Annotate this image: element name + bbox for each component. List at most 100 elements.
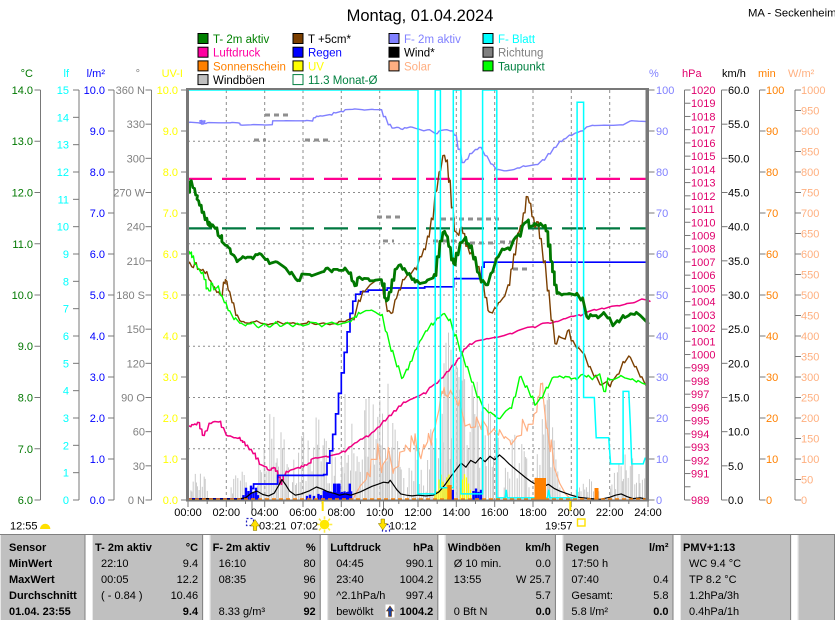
svg-text:Sonnenschein: Sonnenschein <box>213 61 286 73</box>
svg-text:Gesamt:: Gesamt: <box>571 590 613 602</box>
svg-text:1017: 1017 <box>691 125 715 137</box>
svg-text:50: 50 <box>766 290 778 302</box>
svg-text:7.0: 7.0 <box>163 208 178 220</box>
svg-text:8.0: 8.0 <box>90 167 105 179</box>
svg-text:750: 750 <box>801 188 819 200</box>
svg-text:WC 9.4 °C: WC 9.4 °C <box>689 558 741 570</box>
svg-text:22:00: 22:00 <box>596 507 624 519</box>
svg-text:80: 80 <box>656 167 668 179</box>
svg-text:0: 0 <box>656 495 662 507</box>
svg-text:1008: 1008 <box>691 244 715 256</box>
svg-text:08:35: 08:35 <box>219 574 247 586</box>
svg-text:5: 5 <box>63 358 69 370</box>
svg-text:UV: UV <box>308 61 324 73</box>
svg-text:11: 11 <box>58 194 69 206</box>
svg-text:24:00: 24:00 <box>634 507 662 519</box>
svg-text:F- 2m aktiv: F- 2m aktiv <box>213 542 271 554</box>
svg-text:9.4: 9.4 <box>183 558 198 570</box>
svg-text:0 N: 0 N <box>128 495 145 507</box>
svg-text:12:55: 12:55 <box>10 521 38 533</box>
svg-text:55.0: 55.0 <box>728 119 749 131</box>
svg-text:991: 991 <box>691 469 709 481</box>
svg-text:1.2hPa/3h: 1.2hPa/3h <box>689 590 739 602</box>
svg-text:13:55: 13:55 <box>454 574 482 586</box>
svg-text:°: ° <box>136 68 140 80</box>
svg-text:8.0: 8.0 <box>163 167 178 179</box>
svg-text:9.4: 9.4 <box>183 606 199 618</box>
svg-text:5.0: 5.0 <box>163 290 178 302</box>
svg-text:350: 350 <box>801 352 819 364</box>
svg-text:40: 40 <box>766 331 778 343</box>
svg-text:F- Blatt: F- Blatt <box>498 34 536 46</box>
svg-text:T- 2m aktiv: T- 2m aktiv <box>95 542 153 554</box>
svg-text:02:00: 02:00 <box>213 507 241 519</box>
svg-text:06:00: 06:00 <box>289 507 317 519</box>
svg-text:9.0: 9.0 <box>18 341 33 353</box>
svg-text:994: 994 <box>691 429 709 441</box>
svg-text:1015: 1015 <box>691 151 715 163</box>
svg-text:270 W: 270 W <box>113 188 145 200</box>
svg-text:1010: 1010 <box>691 217 715 229</box>
svg-text:18:00: 18:00 <box>519 507 547 519</box>
svg-text:14.0: 14.0 <box>12 85 33 97</box>
svg-text:hPa: hPa <box>413 542 434 554</box>
svg-text:07:40: 07:40 <box>571 574 599 586</box>
svg-text:120: 120 <box>127 358 145 370</box>
svg-text:1.0: 1.0 <box>163 454 178 466</box>
svg-text:20:00: 20:00 <box>558 507 586 519</box>
svg-text:30: 30 <box>133 461 145 473</box>
svg-text:15.0: 15.0 <box>728 393 749 405</box>
svg-text:0 Bft N: 0 Bft N <box>454 606 488 618</box>
svg-text:16:00: 16:00 <box>481 507 509 519</box>
svg-text:0.0: 0.0 <box>536 558 551 570</box>
svg-text:11.0: 11.0 <box>12 239 33 251</box>
svg-text:50.0: 50.0 <box>728 153 749 165</box>
svg-text:250: 250 <box>801 393 819 405</box>
svg-text:100: 100 <box>801 454 819 466</box>
svg-text:60: 60 <box>766 249 778 261</box>
svg-text:Sensor: Sensor <box>9 542 47 554</box>
svg-text:995: 995 <box>691 416 709 428</box>
svg-text:5.8: 5.8 <box>653 590 668 602</box>
svg-text:4: 4 <box>63 386 69 398</box>
svg-text:1013: 1013 <box>691 178 715 190</box>
svg-text:UV-I: UV-I <box>162 68 183 80</box>
svg-text:12.0: 12.0 <box>12 188 33 200</box>
svg-text:14: 14 <box>57 112 69 124</box>
svg-text:7: 7 <box>63 304 69 316</box>
svg-text:( - 0.84 ): ( - 0.84 ) <box>101 590 143 602</box>
svg-text:km/h: km/h <box>722 68 746 80</box>
svg-text:989: 989 <box>691 495 709 507</box>
svg-text:9.0: 9.0 <box>90 126 105 138</box>
svg-text:50: 50 <box>801 475 813 487</box>
svg-text:800: 800 <box>801 167 819 179</box>
svg-text:04:00: 04:00 <box>251 507 279 519</box>
svg-text:22:10: 22:10 <box>101 558 129 570</box>
svg-text:4.0: 4.0 <box>163 331 178 343</box>
svg-text:12.2: 12.2 <box>177 574 198 586</box>
svg-text:10.0: 10.0 <box>84 85 105 97</box>
svg-text:550: 550 <box>801 270 819 282</box>
svg-text:9: 9 <box>63 249 69 261</box>
svg-text:W 25.7: W 25.7 <box>516 574 551 586</box>
svg-text:900: 900 <box>801 126 819 138</box>
svg-text:70: 70 <box>766 208 778 220</box>
svg-text:03:21: 03:21 <box>259 521 287 533</box>
svg-text:5.0: 5.0 <box>90 290 105 302</box>
svg-text:8.0: 8.0 <box>18 393 33 405</box>
svg-text:950: 950 <box>801 106 819 118</box>
svg-text:50: 50 <box>656 290 668 302</box>
svg-text:1006: 1006 <box>691 270 715 282</box>
svg-text:80: 80 <box>303 558 315 570</box>
svg-text:08:00: 08:00 <box>328 507 356 519</box>
svg-text:0.0: 0.0 <box>536 606 551 618</box>
svg-text:10: 10 <box>57 222 69 234</box>
svg-text:90: 90 <box>303 590 315 602</box>
svg-text:PMV+1:13: PMV+1:13 <box>683 542 735 554</box>
svg-text:90 O: 90 O <box>121 393 145 405</box>
svg-text:TP 8.2 °C: TP 8.2 °C <box>689 574 737 586</box>
svg-text:0.4: 0.4 <box>653 574 668 586</box>
svg-text:80: 80 <box>766 167 778 179</box>
svg-text:400: 400 <box>801 331 819 343</box>
svg-text:20: 20 <box>656 413 668 425</box>
